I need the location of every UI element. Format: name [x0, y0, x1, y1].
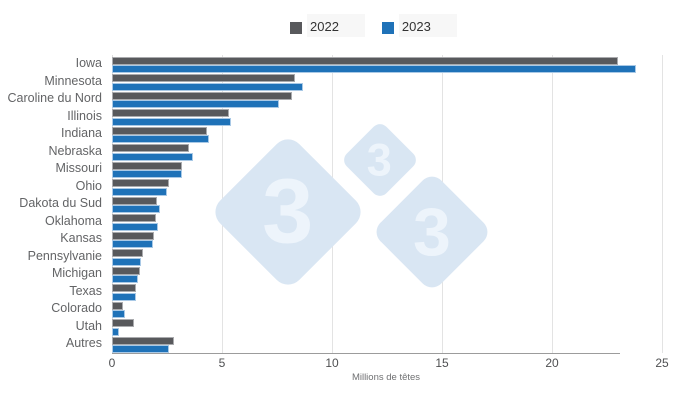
bar-2022-oklahoma — [112, 214, 156, 223]
bar-2022-caroline-du-nord — [112, 91, 293, 100]
x-tick-label-10: 10 — [325, 356, 339, 370]
bar-2022-pennsylvanie — [112, 249, 143, 258]
category-label-indiana: Indiana — [60, 126, 102, 141]
bar-2022-minnesota — [112, 74, 295, 83]
bar-2023-iowa — [112, 65, 636, 73]
category-label-michigan: Michigan — [51, 266, 102, 281]
bar-2023-michigan — [112, 275, 139, 284]
bar-2023-oklahoma — [112, 222, 159, 231]
bar-2022-autres — [112, 336, 174, 345]
bar-2022-colorado — [112, 301, 123, 310]
bar-2023-illinois — [112, 117, 231, 126]
category-label-pennsylvanie: Pennsylvanie — [27, 248, 102, 263]
legend-swatch-2022-icon — [290, 22, 302, 34]
gridline-20 — [552, 55, 553, 353]
legend-swatch-2023-icon — [381, 22, 394, 34]
bar-2023-autres — [112, 345, 170, 354]
y-axis-category-labels: Iowa Minnesota Caroline du Nord Illinois Ind… — [0, 55, 106, 353]
x-tick-label-25: 25 — [655, 356, 669, 370]
gridline-25 — [662, 55, 663, 353]
x-tick-label-5: 5 — [218, 356, 226, 370]
bar-2022-michigan — [112, 266, 140, 275]
bar-2022-ohio — [112, 179, 170, 188]
bar-2022-illinois — [112, 109, 229, 118]
category-label-ohio: Ohio — [75, 178, 102, 193]
bar-2023-kansas — [112, 240, 153, 249]
bar-2022-utah — [112, 319, 134, 328]
bar-2023-minnesota — [112, 82, 304, 91]
category-label-oklahoma: Oklahoma — [45, 213, 102, 228]
category-label-minnesota: Minnesota — [44, 73, 102, 88]
bar-2023-colorado — [112, 310, 126, 319]
category-label-kansas: Kansas — [60, 231, 102, 246]
x-tick-label-15: 15 — [435, 356, 449, 370]
category-label-utah: Utah — [75, 318, 102, 333]
watermark-glyph: 3 — [367, 134, 393, 186]
bar-2022-nebraska — [112, 144, 189, 153]
category-label-texas: Texas — [69, 283, 102, 298]
legend-item-2023[interactable]: 2023 — [381, 14, 457, 37]
legend-label-2023: 2023 — [398, 14, 457, 37]
bar-2023-dakota-du-sud — [112, 205, 161, 214]
bar-2023-ohio — [112, 187, 167, 196]
bar-2023-texas — [112, 292, 137, 301]
bar-2022-indiana — [112, 126, 207, 135]
x-axis-line — [112, 353, 620, 354]
legend: 2022 2023 — [290, 14, 457, 37]
category-label-illinois: Illinois — [67, 108, 102, 123]
bar-2023-pennsylvanie — [112, 257, 141, 266]
category-label-iowa: Iowa — [75, 56, 102, 70]
bar-2023-caroline-du-nord — [112, 100, 280, 109]
bar-2023-missouri — [112, 170, 183, 179]
bar-2022-missouri — [112, 161, 183, 170]
legend-item-2022[interactable]: 2022 — [290, 14, 365, 37]
bar-2022-texas — [112, 284, 137, 293]
watermark-glyph: 3 — [262, 160, 314, 263]
plot-area — [112, 55, 690, 354]
category-label-colorado: Colorado — [51, 301, 102, 316]
bar-2023-nebraska — [112, 152, 194, 161]
bar-2022-kansas — [112, 231, 154, 240]
bar-2023-utah — [112, 327, 119, 336]
x-axis-tick-labels: 0 5 10 15 20 25 — [0, 356, 700, 370]
category-label-caroline-du-nord: Caroline du Nord — [7, 91, 103, 106]
bar-2023-indiana — [112, 135, 209, 144]
category-label-autres: Autres — [65, 336, 102, 351]
x-axis-title: Millions de têtes — [351, 372, 421, 383]
x-tick-label-0: 0 — [108, 356, 116, 370]
bar-2022-iowa — [112, 56, 618, 65]
watermark-glyph: 3 — [413, 193, 451, 270]
category-label-nebraska: Nebraska — [48, 143, 103, 158]
bar-2022-dakota-du-sud — [112, 196, 158, 205]
x-tick-label-20: 20 — [545, 356, 559, 370]
category-label-dakota-du-sud: Dakota du Sud — [19, 196, 102, 211]
legend-label-2022: 2022 — [307, 14, 365, 37]
category-label-missouri: Missouri — [55, 161, 102, 176]
